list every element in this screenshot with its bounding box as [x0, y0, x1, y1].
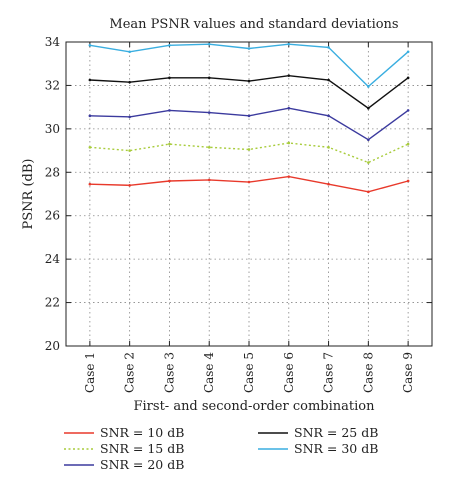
x-tick-label: Case 3: [162, 352, 176, 393]
data-point: [287, 141, 291, 145]
y-tick-label: 22: [45, 296, 60, 310]
data-point: [88, 78, 92, 82]
data-point: [247, 180, 251, 184]
data-point: [247, 148, 251, 151]
data-point: [406, 142, 410, 146]
data-point: [247, 47, 251, 50]
data-point: [128, 115, 131, 119]
data-point: [128, 184, 131, 187]
data-point: [367, 106, 370, 110]
data-point: [168, 109, 171, 112]
x-tick-label: Case 2: [123, 352, 137, 393]
data-point: [367, 161, 370, 164]
data-point: [207, 111, 211, 114]
data-point: [247, 114, 251, 118]
series-line-1: [89, 175, 409, 193]
data-point: [327, 114, 330, 118]
x-axis-label: First- and second-order combination: [134, 399, 376, 414]
legend-label: SNR = 20 dB: [100, 457, 184, 472]
series-lines: [88, 42, 410, 194]
y-tick-label: 34: [45, 35, 61, 49]
legend-label: SNR = 15 dB: [100, 441, 184, 456]
data-point: [168, 43, 171, 47]
data-point: [367, 190, 370, 194]
data-point: [406, 109, 410, 112]
data-point: [327, 46, 330, 49]
data-point: [88, 43, 92, 47]
legend-label: SNR = 30 dB: [294, 441, 378, 456]
x-tick-label: Case 7: [322, 352, 336, 393]
y-axis-ticks: 20 22 24 26 28 30 32 34: [45, 35, 432, 353]
data-point: [207, 146, 211, 149]
data-point: [287, 175, 291, 178]
chart-title: Mean PSNR values and standard deviations: [109, 17, 398, 32]
data-point: [168, 179, 171, 183]
data-point: [207, 42, 211, 46]
data-point: [406, 179, 410, 183]
data-point: [128, 80, 131, 84]
data-point: [406, 76, 410, 80]
data-point: [287, 74, 291, 77]
data-point: [327, 146, 330, 149]
x-tick-label: Case 4: [202, 352, 216, 393]
data-point: [367, 138, 370, 142]
x-tick-label: Case 1: [83, 352, 97, 393]
data-point: [128, 149, 131, 152]
data-point: [88, 182, 92, 186]
x-tick-label: Case 6: [282, 352, 296, 393]
y-tick-label: 28: [45, 165, 60, 179]
y-tick-label: 30: [45, 122, 60, 136]
data-point: [406, 50, 410, 54]
y-tick-label: 20: [45, 339, 60, 353]
data-point: [88, 146, 92, 149]
y-tick-label: 26: [45, 209, 60, 223]
data-point: [247, 79, 251, 83]
x-axis-ticks: Case 1 Case 2 Case 3 Case 4 Case 5 Case 6 Case…: [83, 42, 415, 393]
grid-lines: [66, 41, 432, 347]
x-tick-label: Case 8: [361, 352, 375, 393]
x-tick-label: Case 5: [242, 352, 256, 393]
data-point: [168, 76, 171, 80]
legend-label: SNR = 10 dB: [100, 425, 184, 440]
data-point: [207, 76, 211, 80]
data-point: [327, 78, 330, 82]
data-point: [88, 114, 92, 118]
data-point: [128, 50, 131, 54]
legend-label: SNR = 25 dB: [294, 425, 378, 440]
data-point: [327, 182, 330, 186]
data-point: [207, 178, 211, 182]
x-tick-label: Case 9: [401, 352, 415, 393]
data-point: [287, 106, 291, 110]
y-axis-label: PSNR (dB): [21, 159, 36, 230]
y-tick-label: 32: [45, 78, 60, 92]
data-point: [367, 85, 370, 88]
data-point: [287, 42, 291, 46]
y-tick-label: 24: [45, 252, 61, 266]
data-point: [168, 142, 171, 146]
